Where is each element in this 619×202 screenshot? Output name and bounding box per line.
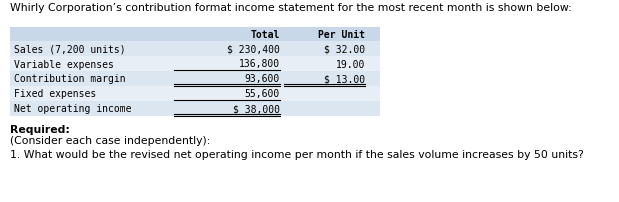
Text: $ 13.00: $ 13.00	[324, 74, 365, 84]
Text: Required:: Required:	[10, 124, 70, 134]
Text: $ 38,000: $ 38,000	[233, 104, 280, 114]
Text: Fixed expenses: Fixed expenses	[14, 89, 96, 99]
Text: Total: Total	[251, 30, 280, 40]
Text: 1. What would be the revised net operating income per month if the sales volume : 1. What would be the revised net operati…	[10, 149, 584, 159]
Text: Net operating income: Net operating income	[14, 104, 131, 114]
Text: 19.00: 19.00	[335, 59, 365, 69]
Bar	[10, 101, 380, 116]
Text: Sales (7,200 units): Sales (7,200 units)	[14, 44, 126, 54]
Text: 93,600: 93,600	[245, 74, 280, 84]
Text: Variable expenses: Variable expenses	[14, 59, 114, 69]
Text: 55,600: 55,600	[245, 89, 280, 99]
Text: $ 230,400: $ 230,400	[227, 44, 280, 54]
Text: (Consider each case independently):: (Consider each case independently):	[10, 135, 210, 145]
Bar	[10, 87, 380, 101]
Bar	[10, 57, 380, 72]
Bar	[10, 72, 380, 87]
Bar	[10, 42, 380, 57]
Text: Per Unit: Per Unit	[318, 30, 365, 40]
Text: Contribution margin: Contribution margin	[14, 74, 126, 84]
Text: $ 32.00: $ 32.00	[324, 44, 365, 54]
Text: Whirly Corporation’s contribution format income statement for the most recent mo: Whirly Corporation’s contribution format…	[10, 3, 572, 13]
Text: 136,800: 136,800	[239, 59, 280, 69]
Bar	[10, 28, 380, 42]
